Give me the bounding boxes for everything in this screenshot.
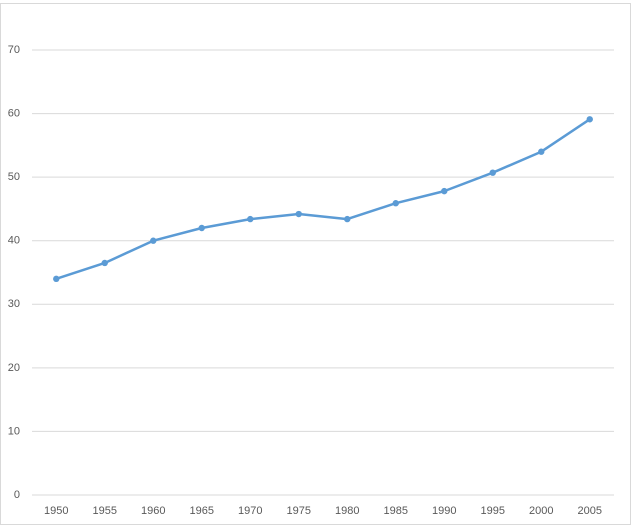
x-tick-label: 1965 bbox=[190, 505, 214, 517]
chart-frame bbox=[0, 3, 631, 525]
point bbox=[198, 224, 205, 232]
y-tick-label: 0 bbox=[14, 489, 20, 501]
point bbox=[295, 210, 302, 218]
line bbox=[55, 118, 591, 281]
point bbox=[392, 200, 399, 207]
x-tick-label: 1960 bbox=[141, 505, 165, 517]
point bbox=[247, 215, 254, 223]
y-tick-label: 60 bbox=[8, 107, 20, 119]
x-tick-label: 2005 bbox=[578, 505, 602, 517]
point bbox=[441, 187, 448, 195]
x-tick-label: 1990 bbox=[432, 505, 456, 517]
x-tick-label: 1985 bbox=[384, 505, 408, 517]
point bbox=[489, 169, 496, 176]
x-tick-label: 1980 bbox=[335, 505, 359, 517]
x-tick-label: 1975 bbox=[287, 505, 311, 517]
y-tick-label: 10 bbox=[8, 425, 20, 437]
y-tick-label: 70 bbox=[8, 44, 20, 56]
point bbox=[586, 116, 593, 123]
y-tick-label: 30 bbox=[8, 298, 20, 310]
point bbox=[344, 215, 351, 223]
y-tick-label: 20 bbox=[8, 362, 20, 374]
x-tick-label: 1970 bbox=[238, 505, 262, 517]
y-tick-label: 50 bbox=[8, 171, 20, 183]
point bbox=[101, 259, 108, 267]
x-tick-label: 1995 bbox=[481, 505, 505, 517]
point bbox=[538, 148, 545, 155]
point bbox=[53, 275, 60, 283]
x-tick-label: 2000 bbox=[529, 505, 553, 517]
point bbox=[150, 237, 157, 244]
x-tick-label: 1955 bbox=[93, 505, 117, 517]
y-tick-label: 40 bbox=[8, 235, 20, 247]
x-tick-label: 1950 bbox=[44, 505, 68, 517]
